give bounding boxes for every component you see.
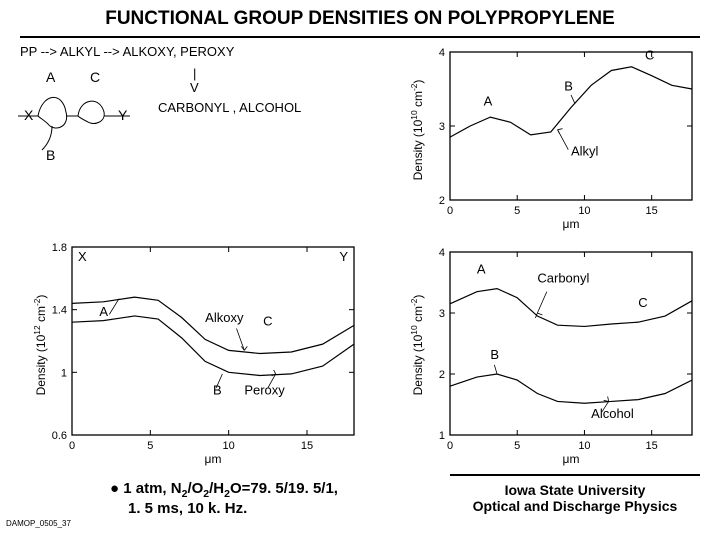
svg-text:B: B	[490, 347, 499, 362]
svg-text:μm: μm	[563, 217, 580, 231]
svg-text:1.4: 1.4	[52, 305, 67, 317]
svg-text:C: C	[263, 313, 272, 328]
svg-text:15: 15	[646, 440, 658, 452]
scheme-label-a: A	[46, 69, 56, 85]
scheme-arrow-down-head: V	[190, 80, 199, 95]
footer: ● 1 atm, N2/O2/H2O=79. 5/19. 5/1, 1. 5 m…	[0, 474, 720, 534]
scheme-label-y: Y	[118, 107, 128, 123]
chart-br-ylabel: Density (1010 cm-2)	[409, 290, 425, 400]
svg-text:0: 0	[447, 440, 453, 452]
svg-text:0: 0	[447, 205, 453, 217]
svg-text:5: 5	[514, 205, 520, 217]
svg-text:Alkyl: Alkyl	[571, 144, 599, 159]
chart-left-ylabel: Density (1012 cm-2)	[32, 285, 48, 405]
chart-top-right: Density (1010 cm-2) 0 5 10 15 2 3 4 μm A B C Alkyl	[410, 42, 700, 232]
svg-text:1: 1	[439, 430, 445, 442]
svg-text:Carbonyl: Carbonyl	[537, 271, 589, 286]
chart-bot-right: Density (1010 cm-2) 0 5 10 15 1 2 3 4 μm A Carbony…	[410, 242, 700, 467]
scheme-doodle: A C X Y B	[18, 68, 158, 188]
svg-text:10: 10	[578, 440, 590, 452]
scheme-reaction: PP --> ALKYL --> ALKOXY, PEROXY	[20, 44, 234, 59]
svg-text:Alkoxy: Alkoxy	[205, 310, 244, 325]
svg-text:μm: μm	[563, 452, 580, 466]
scheme-arrow-down-stem: |	[193, 66, 196, 81]
svg-text:A: A	[99, 304, 108, 319]
svg-text:0.6: 0.6	[52, 430, 67, 442]
svg-text:10: 10	[223, 440, 235, 452]
svg-text:C: C	[645, 47, 654, 62]
scheme-label-b: B	[46, 147, 55, 163]
svg-text:10: 10	[578, 205, 590, 217]
conditions-bullet: ● 1 atm, N2/O2/H2O=79. 5/19. 5/1, 1. 5 m…	[110, 480, 338, 517]
chart-tr-ylabel: Density (1010 cm-2)	[409, 75, 425, 185]
chart-left-svg: 0510150.611.41.8μmXYAAlkoxyCBPeroxy	[32, 237, 362, 467]
page-title: FUNCTIONAL GROUP DENSITIES ON POLYPROPYL…	[0, 0, 720, 34]
chart-tr-svg: 0 5 10 15 2 3 4 μm A B C Alkyl	[410, 42, 700, 232]
main-area: PP --> ALKYL --> ALKOXY, PEROXY | V CARB…	[0, 42, 720, 482]
svg-text:1.8: 1.8	[52, 242, 67, 254]
reaction-scheme: PP --> ALKYL --> ALKOXY, PEROXY | V CARB…	[18, 42, 358, 222]
scheme-label-x: X	[24, 107, 34, 123]
scheme-products: CARBONYL , ALCOHOL	[158, 100, 301, 115]
svg-text:4: 4	[439, 47, 445, 59]
scheme-label-c: C	[90, 69, 100, 85]
svg-text:3: 3	[439, 121, 445, 133]
svg-text:μm: μm	[205, 452, 222, 466]
title-rule	[20, 36, 700, 38]
svg-text:Alcohol: Alcohol	[591, 406, 634, 421]
svg-text:5: 5	[147, 440, 153, 452]
svg-text:B: B	[564, 78, 573, 93]
svg-text:5: 5	[514, 440, 520, 452]
svg-text:3: 3	[439, 308, 445, 320]
svg-text:15: 15	[301, 440, 313, 452]
slide-id: DAMOP_0505_37	[6, 519, 71, 528]
svg-text:2: 2	[439, 195, 445, 207]
chart-left: Density (1012 cm-2) 0 5 10 15 0.6 1 1.4 1.8 μm X Y…	[32, 237, 362, 467]
svg-text:A: A	[484, 93, 493, 108]
footer-rule	[450, 474, 700, 476]
svg-text:15: 15	[646, 205, 658, 217]
svg-text:Y: Y	[339, 249, 348, 264]
svg-text:A: A	[477, 261, 486, 276]
svg-text:X: X	[78, 249, 87, 264]
affiliation: Iowa State University Optical and Discha…	[450, 482, 700, 514]
svg-text:C: C	[638, 295, 647, 310]
svg-text:0: 0	[69, 440, 75, 452]
svg-text:1: 1	[61, 367, 67, 379]
svg-text:4: 4	[439, 247, 445, 259]
svg-text:2: 2	[439, 369, 445, 381]
chart-br-svg: 0 5 10 15 1 2 3 4 μm A Carbonyl C B Alcohol	[410, 242, 700, 467]
svg-text:Peroxy: Peroxy	[244, 382, 285, 397]
